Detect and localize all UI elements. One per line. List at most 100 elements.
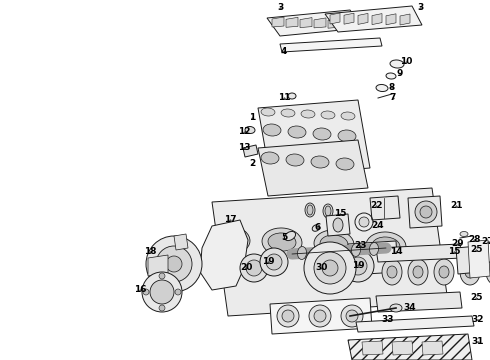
Ellipse shape bbox=[312, 225, 320, 231]
Polygon shape bbox=[286, 17, 298, 27]
Ellipse shape bbox=[336, 158, 354, 170]
Polygon shape bbox=[200, 220, 248, 290]
Circle shape bbox=[359, 217, 369, 227]
Ellipse shape bbox=[460, 231, 468, 237]
Circle shape bbox=[277, 305, 299, 327]
Circle shape bbox=[159, 273, 165, 279]
Text: 13: 13 bbox=[238, 144, 250, 153]
Text: 1: 1 bbox=[249, 113, 255, 122]
Text: 29: 29 bbox=[452, 239, 465, 248]
Polygon shape bbox=[300, 18, 312, 28]
Text: 4: 4 bbox=[281, 48, 287, 57]
Text: 21: 21 bbox=[450, 202, 462, 211]
Text: 27: 27 bbox=[482, 238, 490, 247]
Ellipse shape bbox=[284, 231, 295, 240]
Circle shape bbox=[143, 289, 149, 295]
Polygon shape bbox=[356, 316, 474, 332]
Ellipse shape bbox=[263, 124, 281, 136]
Polygon shape bbox=[376, 244, 462, 262]
Text: 28: 28 bbox=[468, 235, 480, 244]
Circle shape bbox=[142, 272, 182, 312]
Ellipse shape bbox=[286, 154, 304, 166]
Polygon shape bbox=[348, 334, 472, 360]
Text: 7: 7 bbox=[390, 94, 396, 103]
Text: 15: 15 bbox=[334, 210, 346, 219]
Ellipse shape bbox=[261, 108, 275, 116]
Polygon shape bbox=[392, 341, 413, 355]
Ellipse shape bbox=[323, 204, 333, 218]
Polygon shape bbox=[258, 140, 368, 196]
Circle shape bbox=[314, 252, 346, 284]
Polygon shape bbox=[376, 292, 462, 312]
Ellipse shape bbox=[341, 112, 355, 120]
Circle shape bbox=[342, 250, 374, 282]
Circle shape bbox=[146, 236, 202, 292]
Ellipse shape bbox=[314, 230, 354, 258]
Circle shape bbox=[309, 305, 331, 327]
Text: 14: 14 bbox=[390, 248, 402, 256]
Text: 15: 15 bbox=[448, 248, 460, 256]
Ellipse shape bbox=[387, 266, 397, 278]
Text: 33: 33 bbox=[382, 315, 394, 324]
Circle shape bbox=[246, 260, 262, 276]
Circle shape bbox=[314, 310, 326, 322]
Text: 17: 17 bbox=[224, 216, 236, 225]
Ellipse shape bbox=[366, 232, 406, 260]
Ellipse shape bbox=[338, 130, 356, 142]
Polygon shape bbox=[386, 14, 396, 25]
Polygon shape bbox=[348, 241, 398, 275]
Ellipse shape bbox=[307, 205, 313, 215]
Circle shape bbox=[150, 280, 174, 304]
Text: 6: 6 bbox=[315, 224, 321, 233]
Text: 25: 25 bbox=[470, 293, 482, 302]
Circle shape bbox=[346, 310, 358, 322]
Text: 8: 8 bbox=[389, 82, 395, 91]
Ellipse shape bbox=[460, 259, 480, 285]
Polygon shape bbox=[362, 341, 383, 355]
Text: 12: 12 bbox=[238, 127, 250, 136]
Ellipse shape bbox=[288, 126, 306, 138]
Circle shape bbox=[260, 248, 288, 276]
Ellipse shape bbox=[390, 304, 402, 312]
Circle shape bbox=[159, 305, 165, 311]
Text: 32: 32 bbox=[472, 315, 484, 324]
Text: 2: 2 bbox=[249, 159, 255, 168]
Circle shape bbox=[304, 242, 356, 294]
Polygon shape bbox=[267, 10, 362, 36]
Circle shape bbox=[240, 254, 268, 282]
Ellipse shape bbox=[372, 237, 400, 255]
Ellipse shape bbox=[333, 218, 343, 232]
Polygon shape bbox=[325, 6, 422, 32]
Polygon shape bbox=[328, 18, 340, 28]
Polygon shape bbox=[456, 246, 480, 274]
Text: 3: 3 bbox=[277, 4, 283, 13]
Circle shape bbox=[349, 257, 367, 275]
Text: 19: 19 bbox=[352, 261, 364, 270]
Ellipse shape bbox=[261, 152, 279, 164]
Ellipse shape bbox=[321, 111, 335, 119]
Polygon shape bbox=[272, 17, 284, 27]
Polygon shape bbox=[400, 14, 410, 25]
Circle shape bbox=[266, 254, 282, 270]
Ellipse shape bbox=[413, 266, 423, 278]
Polygon shape bbox=[280, 38, 382, 52]
Text: 5: 5 bbox=[281, 234, 287, 243]
Ellipse shape bbox=[334, 244, 343, 257]
Polygon shape bbox=[243, 145, 258, 157]
Circle shape bbox=[282, 310, 294, 322]
Ellipse shape bbox=[262, 228, 302, 256]
Polygon shape bbox=[212, 188, 448, 316]
Ellipse shape bbox=[216, 231, 244, 249]
Ellipse shape bbox=[320, 235, 348, 253]
Ellipse shape bbox=[268, 233, 296, 251]
Polygon shape bbox=[468, 240, 490, 278]
Ellipse shape bbox=[408, 259, 428, 285]
Text: 11: 11 bbox=[278, 94, 290, 103]
Text: 34: 34 bbox=[404, 303, 416, 312]
Ellipse shape bbox=[376, 85, 388, 91]
Text: 20: 20 bbox=[240, 264, 252, 273]
Polygon shape bbox=[358, 13, 368, 24]
Polygon shape bbox=[258, 100, 370, 176]
Text: 24: 24 bbox=[372, 221, 384, 230]
Text: 23: 23 bbox=[354, 242, 366, 251]
